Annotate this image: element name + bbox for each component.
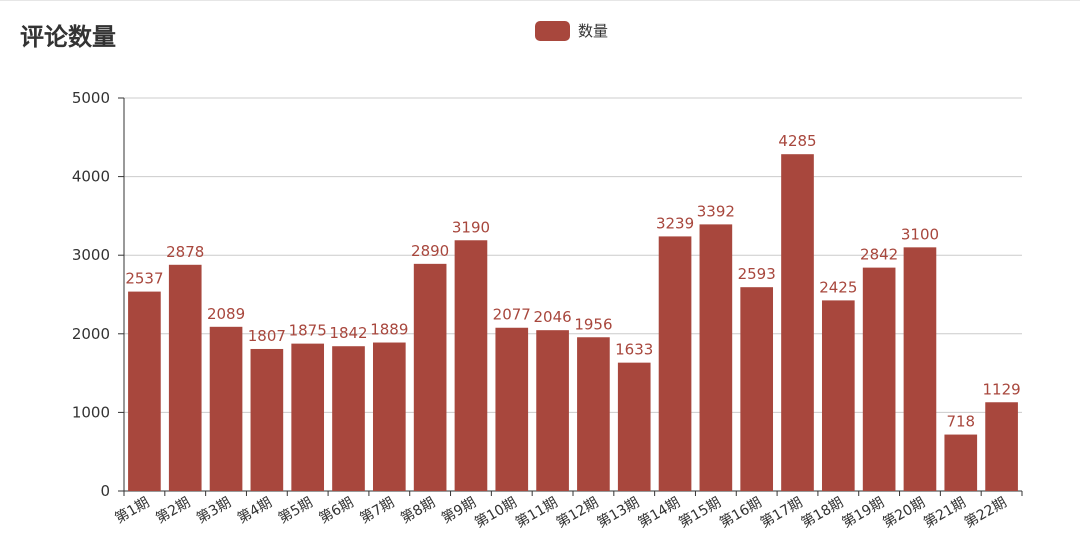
data-label: 3392 bbox=[697, 202, 735, 220]
x-category-label: 第5期 bbox=[275, 494, 315, 527]
data-label: 2077 bbox=[493, 306, 531, 324]
bar bbox=[536, 330, 569, 491]
x-category-label: 第20期 bbox=[880, 494, 928, 532]
bar bbox=[291, 343, 325, 491]
x-category-label: 第11期 bbox=[512, 494, 560, 532]
data-label: 2878 bbox=[166, 243, 204, 261]
x-category-label: 第17期 bbox=[757, 494, 805, 532]
chart-title: 评论数量 bbox=[20, 23, 116, 51]
y-tick-label: 3000 bbox=[72, 246, 110, 264]
data-label: 2593 bbox=[738, 265, 776, 283]
bar bbox=[332, 346, 365, 491]
x-category-label: 第21期 bbox=[921, 494, 969, 532]
bar bbox=[128, 291, 161, 491]
x-category-label: 第13期 bbox=[594, 494, 642, 532]
bar bbox=[821, 300, 855, 491]
x-category-label: 第12期 bbox=[553, 494, 601, 532]
y-tick-label: 5000 bbox=[72, 89, 110, 107]
legend-label: 数量 bbox=[578, 22, 609, 40]
x-category-label: 第7期 bbox=[357, 494, 397, 527]
data-label: 1129 bbox=[982, 380, 1020, 398]
x-category-label: 第4期 bbox=[234, 494, 274, 527]
bar bbox=[413, 263, 447, 491]
data-label: 2890 bbox=[411, 242, 449, 260]
y-tick-label: 0 bbox=[100, 482, 110, 500]
legend-swatch-icon bbox=[535, 20, 570, 41]
x-category-label: 第18期 bbox=[798, 494, 846, 532]
bar bbox=[250, 348, 284, 491]
bar bbox=[372, 342, 406, 491]
bar bbox=[699, 224, 733, 491]
data-label: 2046 bbox=[533, 308, 571, 326]
data-label: 1875 bbox=[289, 322, 327, 340]
data-label: 1842 bbox=[329, 324, 367, 342]
bar bbox=[168, 264, 202, 491]
x-category-label: 第10期 bbox=[472, 494, 520, 532]
bar bbox=[903, 247, 937, 491]
bar bbox=[209, 326, 243, 491]
bar bbox=[617, 362, 651, 491]
data-label: 3239 bbox=[656, 214, 694, 232]
x-category-label: 第1期 bbox=[112, 494, 152, 527]
bar bbox=[495, 327, 529, 491]
bar bbox=[862, 267, 896, 491]
data-label: 2425 bbox=[819, 278, 857, 296]
bar bbox=[658, 236, 692, 491]
x-category-label: 第9期 bbox=[438, 494, 478, 527]
data-label: 1633 bbox=[615, 341, 653, 359]
x-category-label: 第3期 bbox=[194, 494, 234, 527]
bar bbox=[944, 434, 978, 491]
x-category-label: 第14期 bbox=[635, 494, 683, 532]
x-category-label: 第15期 bbox=[676, 494, 724, 532]
chart-legend[interactable]: 数量 bbox=[535, 20, 608, 41]
bar bbox=[454, 240, 488, 491]
y-tick-label: 1000 bbox=[72, 403, 110, 421]
bar bbox=[985, 402, 1018, 491]
bar bbox=[577, 337, 610, 491]
data-label: 1889 bbox=[370, 321, 408, 339]
y-tick-label: 2000 bbox=[72, 325, 110, 343]
data-label: 2089 bbox=[207, 305, 245, 323]
data-label: 4285 bbox=[778, 132, 816, 150]
data-label: 718 bbox=[946, 413, 975, 431]
x-category-label: 第16期 bbox=[716, 494, 764, 532]
data-label: 1807 bbox=[248, 327, 286, 345]
bar bbox=[740, 287, 774, 491]
x-category-label: 第2期 bbox=[153, 494, 193, 527]
data-label: 2537 bbox=[125, 270, 163, 288]
y-tick-label: 4000 bbox=[72, 168, 110, 186]
x-category-label: 第6期 bbox=[316, 494, 356, 527]
data-label: 3190 bbox=[452, 218, 490, 236]
data-label: 1956 bbox=[574, 315, 612, 333]
x-category-label: 第22期 bbox=[961, 494, 1009, 532]
x-category-label: 第19期 bbox=[839, 494, 887, 532]
data-label: 2842 bbox=[860, 246, 898, 264]
x-category-label: 第8期 bbox=[398, 494, 438, 527]
bar bbox=[781, 154, 814, 491]
data-label: 3100 bbox=[901, 225, 939, 243]
